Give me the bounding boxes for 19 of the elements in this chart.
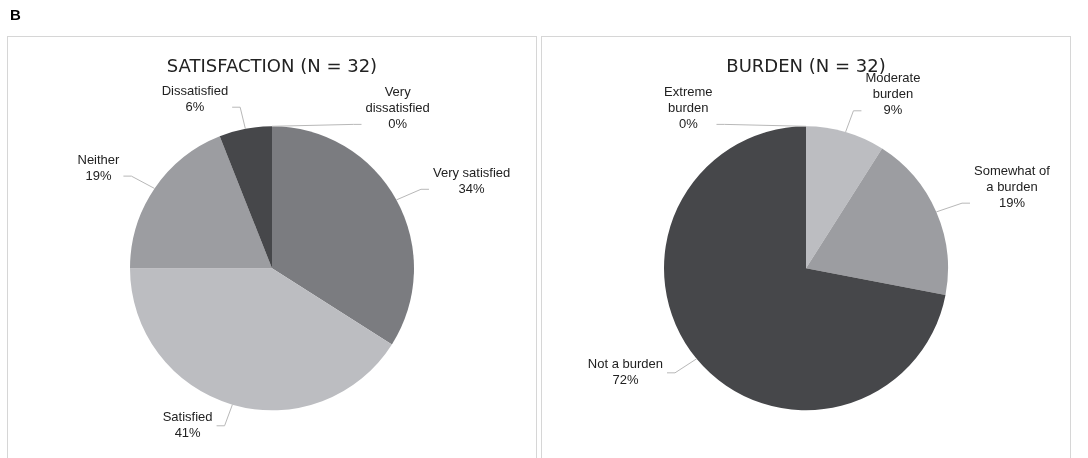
text: 0% (678, 115, 698, 131)
data-label: 6% (185, 98, 205, 114)
chart-title: SATISFACTION (N = 32) (166, 55, 378, 77)
data-label: 9% (883, 102, 903, 118)
slice-label: Neither (77, 151, 121, 167)
category-label: Very dissatisfied (365, 83, 430, 115)
slice-label: Satisfied (162, 409, 213, 425)
data-label: 41% (174, 425, 202, 441)
data-label: 19% (85, 167, 112, 183)
slice-label: Very satisfied (432, 164, 511, 180)
text: 0% (388, 115, 408, 131)
data-label: 72% (612, 372, 639, 388)
category-label: Extreme burden (664, 83, 713, 115)
slice-label: Somewhat of a burden (974, 162, 1051, 194)
data-label: 34% (458, 180, 486, 196)
slice-label: Not a burden (587, 356, 664, 372)
data-label: 19% (998, 194, 1026, 210)
slice-label: Dissatisfied (161, 82, 229, 98)
text: B (10, 6, 21, 23)
